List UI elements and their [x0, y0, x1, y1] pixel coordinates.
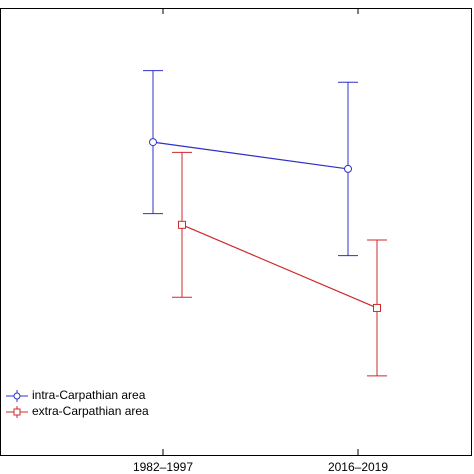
legend-marker: [13, 392, 21, 400]
marker: [344, 164, 352, 173]
legend-marker: [13, 408, 21, 416]
series: [143, 70, 358, 257]
marker: [149, 138, 157, 147]
legend: intra-Carpathian area extra-Carpathian ar…: [6, 388, 149, 418]
x-tick-label: 1982–1997: [133, 460, 193, 474]
legend-label: intra-Carpathian area: [32, 388, 146, 402]
x-tick-label: 2016–2019: [328, 460, 388, 474]
series: [172, 151, 387, 377]
plot-frame: [0, 8, 472, 456]
legend-label: extra-Carpathian area: [32, 404, 149, 418]
marker: [373, 303, 381, 312]
series-line: [152, 141, 349, 170]
marker: [178, 220, 186, 229]
series-line: [181, 224, 378, 309]
